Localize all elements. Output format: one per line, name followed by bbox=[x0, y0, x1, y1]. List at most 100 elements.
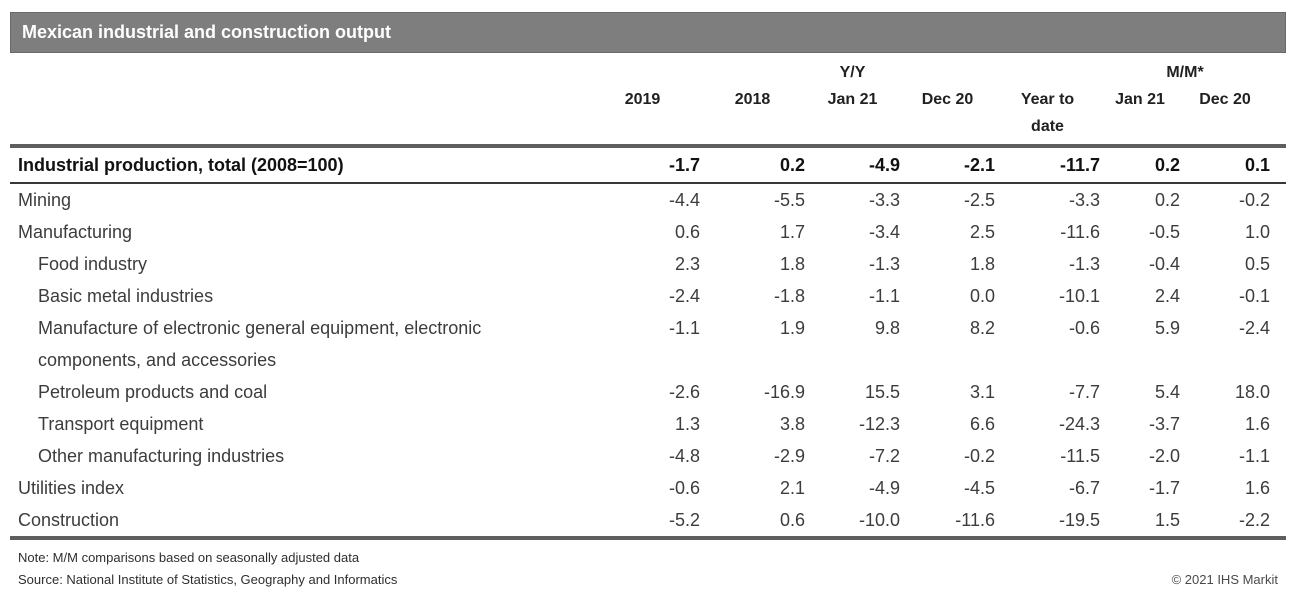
empty-group-cell bbox=[995, 54, 1100, 83]
value-cell: -7.2 bbox=[868, 446, 900, 466]
empty-group-cell bbox=[900, 54, 995, 83]
value-cell: -4.5 bbox=[963, 478, 995, 498]
column-header: Year to date bbox=[1020, 91, 1075, 135]
row-label: Industrial production, total (2008=100) bbox=[18, 155, 344, 175]
row-label: Basic metal industries bbox=[38, 286, 214, 306]
value-cell: -1.3 bbox=[868, 254, 900, 274]
source-row: Source: National Institute of Statistics… bbox=[18, 571, 1278, 588]
value-cell: -0.1 bbox=[1238, 286, 1271, 306]
value-cell: -24.3 bbox=[1058, 414, 1100, 434]
value-cell: 0.2 bbox=[1154, 155, 1180, 175]
value-cell: 0.2 bbox=[779, 155, 805, 175]
value-cell: -0.2 bbox=[1238, 190, 1271, 210]
column-header: Jan 21 bbox=[1115, 91, 1165, 108]
value-cell: -3.7 bbox=[1148, 414, 1180, 434]
value-cell: -3.3 bbox=[1068, 190, 1100, 210]
table-title: Mexican industrial and construction outp… bbox=[22, 22, 392, 42]
value-cell: -12.3 bbox=[858, 414, 900, 434]
value-cell: 5.9 bbox=[1154, 318, 1180, 338]
empty-group-cell bbox=[700, 54, 805, 83]
value-cell: 9.8 bbox=[874, 318, 900, 338]
value-cell: 0.1 bbox=[1244, 155, 1271, 175]
value-cell: -5.5 bbox=[773, 190, 805, 210]
value-cell: 1.0 bbox=[1244, 222, 1271, 242]
value-cell: 1.5 bbox=[1154, 510, 1180, 530]
label-column-spacer bbox=[10, 54, 585, 83]
value-cell: -11.6 bbox=[1060, 222, 1100, 242]
value-cell: -3.3 bbox=[868, 190, 900, 210]
table-footer: Note: M/M comparisons based on seasonall… bbox=[10, 540, 1286, 588]
value-cell: -16.9 bbox=[763, 382, 805, 402]
value-cell: -4.4 bbox=[668, 190, 700, 210]
value-cell: 5.4 bbox=[1154, 382, 1180, 402]
value-cell: -11.7 bbox=[1059, 155, 1100, 175]
table-row: Utilities index -0.6 2.1 -4.9 -4.5 -6.7 -1.7 1.… bbox=[10, 472, 1286, 504]
table-row: Mining -4.4 -5.5 -3.3 -2.5 -3.3 0.2 -0.2 bbox=[10, 183, 1286, 216]
value-cell: -11.5 bbox=[1060, 446, 1100, 466]
value-cell: -7.7 bbox=[1068, 382, 1100, 402]
value-cell: -0.2 bbox=[963, 446, 995, 466]
column-header: Dec 20 bbox=[1199, 91, 1251, 108]
value-cell: -0.6 bbox=[1068, 318, 1100, 338]
value-cell: -2.6 bbox=[668, 382, 700, 402]
table-row: Petroleum products and coal -2.6 -16.9 15.5… bbox=[10, 376, 1286, 408]
source-text: Source: National Institute of Statistics… bbox=[18, 572, 398, 587]
value-cell: 2.3 bbox=[674, 254, 700, 274]
value-cell: -2.5 bbox=[963, 190, 995, 210]
group-header-row: Y/Y M/M* bbox=[10, 54, 1286, 83]
value-cell: 0.6 bbox=[674, 222, 700, 242]
table-row: Transport equipment 1.3 3.8 -12.3 6.6 -24.3 -3… bbox=[10, 408, 1286, 440]
value-cell: -0.6 bbox=[668, 478, 700, 498]
value-cell: -1.1 bbox=[1238, 446, 1271, 466]
value-cell: 2.1 bbox=[779, 478, 805, 498]
column-header: 2018 bbox=[734, 91, 771, 108]
value-cell: -1.3 bbox=[1068, 254, 1100, 274]
value-cell: 0.6 bbox=[779, 510, 805, 530]
value-cell: 1.8 bbox=[779, 254, 805, 274]
value-cell: -1.7 bbox=[668, 155, 700, 175]
value-cell: 3.8 bbox=[779, 414, 805, 434]
value-cell: -4.9 bbox=[868, 478, 900, 498]
table-row: Construction -5.2 0.6 -10.0 -11.6 -19.5 1.5 -2.… bbox=[10, 504, 1286, 538]
row-label: Construction bbox=[18, 510, 120, 530]
table-body: Industrial production, total (2008=100) -… bbox=[10, 146, 1287, 538]
row-label: Manufacture of electronic general equipm… bbox=[38, 318, 482, 370]
value-cell: -2.1 bbox=[963, 155, 995, 175]
table-title-bar: Mexican industrial and construction outp… bbox=[10, 12, 1286, 53]
report-figure: Mexican industrial and construction outp… bbox=[10, 0, 1287, 588]
value-cell: -1.1 bbox=[668, 318, 700, 338]
copyright-text: © 2021 IHS Markit bbox=[1171, 572, 1278, 587]
value-cell: -2.4 bbox=[668, 286, 700, 306]
note-text: Note: M/M comparisons based on seasonall… bbox=[18, 550, 360, 565]
value-cell: 1.6 bbox=[1244, 414, 1271, 434]
value-cell: 0.0 bbox=[969, 286, 995, 306]
value-cell: 15.5 bbox=[864, 382, 900, 402]
value-cell: -0.5 bbox=[1148, 222, 1180, 242]
value-cell: 18.0 bbox=[1234, 382, 1271, 402]
value-cell: -11.6 bbox=[955, 510, 995, 530]
row-label: Mining bbox=[18, 190, 72, 210]
value-cell: -4.9 bbox=[868, 155, 900, 175]
row-label: Transport equipment bbox=[38, 414, 204, 434]
data-table: Y/Y M/M* 2019 2018 Jan 21 Dec 20 Year to dat… bbox=[10, 54, 1287, 540]
table-row: Basic metal industries -2.4 -1.8 -1.1 0.0 -10… bbox=[10, 280, 1286, 312]
value-cell: -2.2 bbox=[1238, 510, 1271, 530]
group-header-mm: M/M* bbox=[1166, 64, 1204, 81]
row-label: Other manufacturing industries bbox=[38, 446, 285, 466]
value-cell: -2.9 bbox=[773, 446, 805, 466]
group-header-yy: Y/Y bbox=[839, 64, 866, 81]
value-cell: -4.8 bbox=[668, 446, 700, 466]
value-cell: 1.8 bbox=[969, 254, 995, 274]
label-column-spacer bbox=[10, 83, 585, 146]
column-header: Jan 21 bbox=[827, 91, 878, 108]
value-cell: -6.7 bbox=[1068, 478, 1100, 498]
row-label: Manufacturing bbox=[18, 222, 133, 242]
table-row: Other manufacturing industries -4.8 -2.9 -7… bbox=[10, 440, 1286, 472]
value-cell: -2.0 bbox=[1148, 446, 1180, 466]
value-cell: -19.5 bbox=[1058, 510, 1100, 530]
table-row: Food industry 2.3 1.8 -1.3 1.8 -1.3 -0.4 0.5 bbox=[10, 248, 1286, 280]
value-cell: 1.7 bbox=[779, 222, 805, 242]
value-cell: 3.1 bbox=[969, 382, 995, 402]
value-cell: 2.5 bbox=[969, 222, 995, 242]
value-cell: 0.2 bbox=[1154, 190, 1180, 210]
